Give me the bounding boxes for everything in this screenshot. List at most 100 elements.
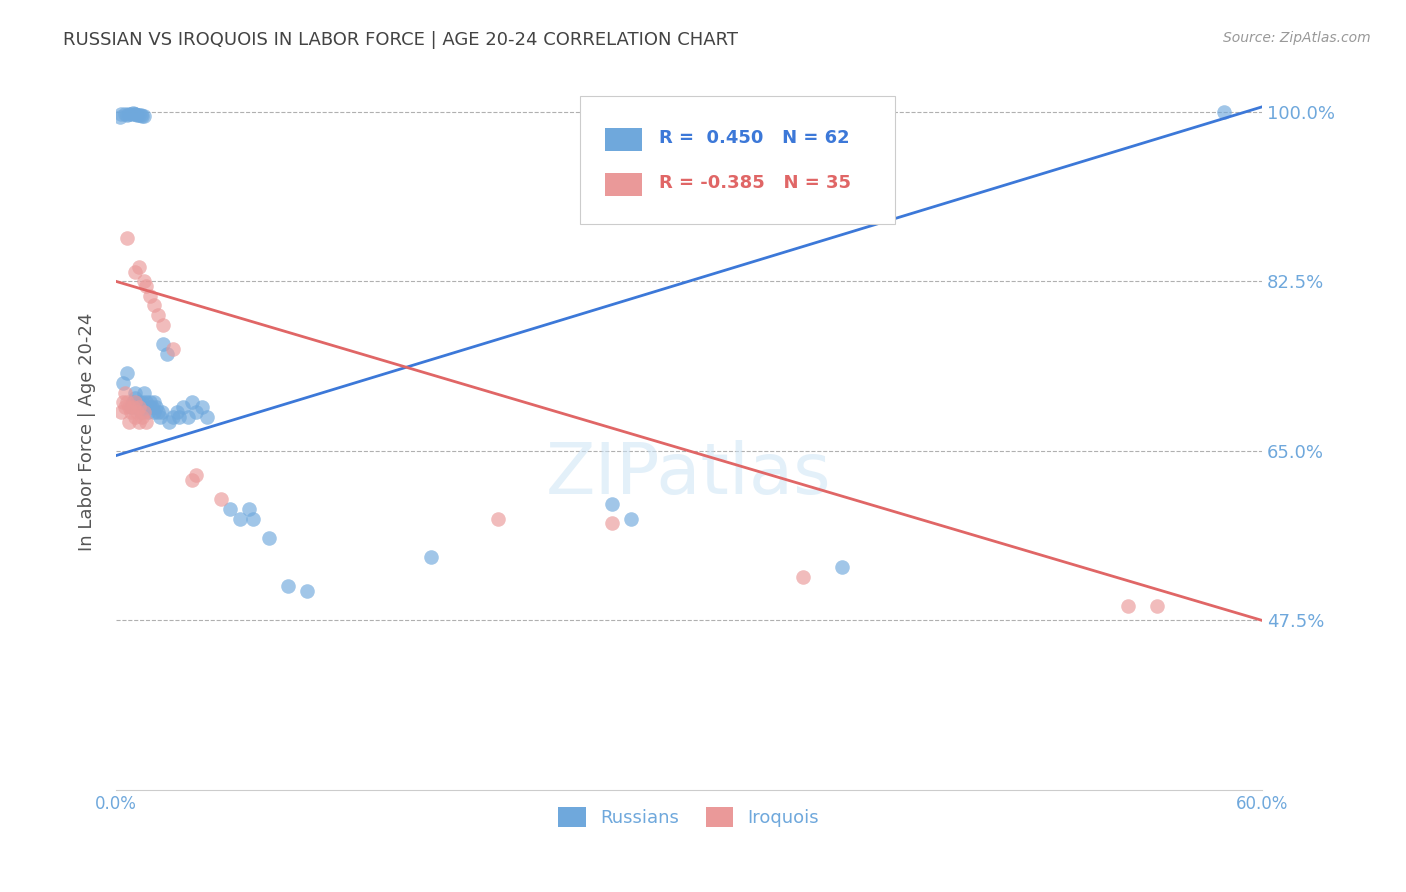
Point: [136, 405, 159, 419]
Point: [129, 401, 152, 415]
Point: [118, 401, 141, 415]
Point: [124, 385, 146, 400]
Point: [162, 342, 184, 356]
Point: [1212, 104, 1234, 119]
Point: [120, 106, 142, 120]
Point: [141, 401, 163, 415]
Point: [620, 511, 643, 525]
Point: [124, 409, 146, 424]
Point: [115, 395, 138, 409]
Text: RUSSIAN VS IROQUOIS IN LABOR FORCE | AGE 20-24 CORRELATION CHART: RUSSIAN VS IROQUOIS IN LABOR FORCE | AGE…: [63, 31, 738, 49]
Point: [792, 570, 814, 584]
Point: [134, 109, 156, 123]
Point: [131, 409, 153, 424]
Point: [162, 409, 184, 424]
Point: [602, 497, 624, 511]
Point: [120, 401, 142, 415]
Point: [128, 401, 150, 415]
Point: [134, 405, 156, 419]
Point: [190, 401, 212, 415]
Point: [242, 511, 264, 525]
Point: [124, 395, 146, 409]
Point: [118, 106, 141, 120]
Text: R = -0.385   N = 35: R = -0.385 N = 35: [659, 174, 851, 192]
Y-axis label: In Labor Force | Age 20-24: In Labor Force | Age 20-24: [79, 312, 96, 550]
Point: [152, 318, 174, 332]
Point: [112, 376, 135, 390]
Point: [602, 516, 624, 531]
Point: [145, 401, 167, 415]
Point: [118, 415, 141, 429]
Point: [238, 502, 260, 516]
Point: [131, 395, 153, 409]
Point: [277, 579, 299, 593]
Point: [115, 367, 138, 381]
Point: [142, 298, 165, 312]
Point: [295, 584, 318, 599]
Point: [128, 395, 150, 409]
Point: [181, 395, 204, 409]
Point: [128, 108, 150, 122]
FancyBboxPatch shape: [579, 96, 896, 224]
Point: [120, 405, 142, 419]
Point: [139, 289, 162, 303]
Point: [486, 511, 509, 525]
Point: [124, 106, 146, 120]
Point: [184, 405, 207, 419]
Point: [142, 405, 165, 419]
Point: [1146, 599, 1168, 613]
Point: [122, 105, 145, 120]
Text: Source: ZipAtlas.com: Source: ZipAtlas.com: [1223, 31, 1371, 45]
Point: [150, 405, 173, 419]
Point: [112, 395, 135, 409]
Point: [831, 560, 853, 574]
Point: [108, 110, 131, 124]
Point: [114, 401, 136, 415]
Point: [157, 415, 180, 429]
Point: [122, 401, 145, 415]
Point: [219, 502, 242, 516]
FancyBboxPatch shape: [605, 173, 641, 195]
Point: [146, 405, 169, 419]
Point: [419, 550, 441, 565]
Point: [114, 385, 136, 400]
Legend: Russians, Iroquois: Russians, Iroquois: [551, 799, 827, 835]
Point: [115, 108, 138, 122]
Point: [146, 308, 169, 322]
Point: [229, 511, 252, 525]
Point: [124, 106, 146, 120]
Point: [184, 468, 207, 483]
Point: [110, 405, 132, 419]
Point: [257, 531, 280, 545]
Point: [122, 395, 145, 409]
Point: [166, 405, 188, 419]
Point: [110, 106, 132, 120]
Point: [115, 230, 138, 244]
Point: [167, 409, 190, 424]
FancyBboxPatch shape: [605, 128, 641, 151]
Point: [135, 415, 157, 429]
Point: [142, 395, 165, 409]
Point: [177, 409, 200, 424]
Point: [114, 106, 136, 120]
Point: [134, 274, 156, 288]
Point: [135, 395, 157, 409]
Point: [131, 109, 153, 123]
Point: [129, 405, 152, 419]
Point: [125, 401, 148, 415]
Point: [124, 391, 146, 405]
Point: [139, 401, 162, 415]
Point: [172, 401, 194, 415]
Point: [125, 405, 148, 419]
Point: [135, 279, 157, 293]
Point: [209, 492, 232, 507]
Point: [139, 395, 162, 409]
Point: [129, 108, 152, 122]
Point: [1116, 599, 1139, 613]
Point: [149, 409, 172, 424]
Point: [152, 337, 174, 351]
Point: [125, 108, 148, 122]
Point: [181, 473, 204, 487]
Point: [156, 347, 179, 361]
Point: [197, 409, 219, 424]
